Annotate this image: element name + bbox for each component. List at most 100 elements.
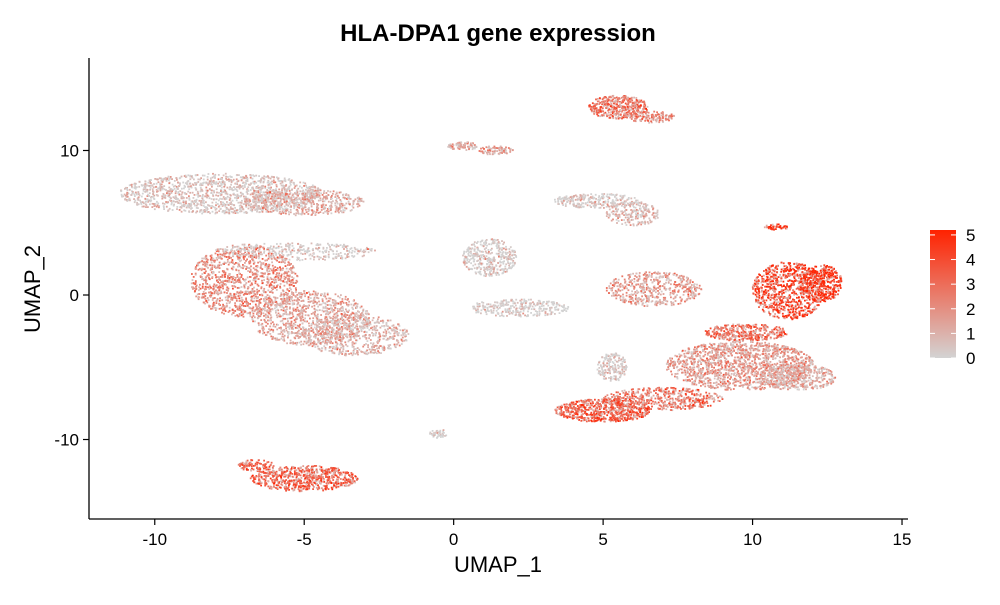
cell-point [152, 190, 155, 193]
cell-point [192, 276, 195, 278]
cell-point [228, 188, 231, 191]
cell-point [318, 258, 320, 261]
cell-point [300, 200, 303, 203]
cell-point [176, 206, 179, 208]
cell-point [345, 193, 348, 195]
cell-point [270, 335, 273, 338]
cell-point [307, 305, 309, 308]
cell-point [268, 285, 271, 288]
cell-point [264, 307, 266, 310]
cell-point [231, 308, 234, 311]
cell-point [318, 300, 320, 303]
cell-point [332, 190, 335, 193]
cell-point [235, 186, 238, 189]
cell-point [297, 258, 299, 260]
cell-point [343, 207, 346, 209]
cell-point [206, 189, 209, 192]
cell-point [264, 265, 267, 268]
cell-point [363, 344, 366, 346]
cell-point [275, 269, 277, 271]
cell-point [308, 199, 311, 202]
cell-point [314, 189, 317, 192]
cell-point [312, 302, 315, 304]
cell-point [238, 254, 240, 257]
cell-point [309, 341, 312, 343]
cell-point [217, 199, 220, 202]
cell-point [195, 295, 198, 298]
cell-point [253, 292, 256, 295]
cell-point [286, 189, 288, 192]
cell-point [300, 308, 303, 311]
cell-point [313, 472, 316, 475]
cell-point [271, 291, 274, 294]
cell-point [304, 206, 307, 209]
cell-point [303, 203, 306, 205]
cell-point [248, 255, 250, 258]
cell-point [297, 314, 300, 317]
cell-point [268, 297, 270, 299]
cell-point [403, 328, 406, 331]
cell-point [311, 468, 314, 471]
cell-point [346, 326, 349, 329]
cell-point [162, 202, 164, 205]
cell-point [330, 349, 332, 352]
cell-point [225, 302, 228, 305]
cell-point [250, 292, 253, 294]
cell-point [323, 336, 326, 339]
cell-point [214, 212, 217, 215]
cell-point [148, 185, 151, 187]
cell-point [266, 193, 268, 196]
cell-point [364, 334, 367, 336]
cell-point [272, 269, 275, 271]
cell-point [356, 350, 359, 352]
cell-point [238, 276, 241, 279]
cell-point [263, 175, 266, 178]
cell-point [326, 486, 328, 489]
cell-point [246, 253, 249, 256]
cell-point [205, 279, 208, 282]
cell-point [176, 200, 179, 203]
cell-point [373, 344, 376, 347]
cell-point [254, 303, 257, 306]
cell-point [271, 195, 273, 198]
cell-point [168, 182, 171, 185]
cell-point [233, 263, 236, 265]
cell-point [282, 267, 284, 270]
cell-point [279, 254, 282, 257]
cell-point [266, 192, 269, 194]
cell-point [242, 315, 245, 318]
cell-point [251, 310, 254, 313]
cell-point [326, 292, 329, 295]
cell-point [133, 193, 136, 196]
cell-point [305, 199, 308, 202]
cell-point [272, 267, 275, 270]
cell-point [296, 296, 299, 299]
cell-point [266, 314, 269, 317]
cell-point [282, 295, 285, 298]
cell-point [373, 328, 376, 331]
cell-point [321, 298, 324, 301]
cell-point [192, 287, 194, 290]
cell-point [255, 265, 258, 268]
cell-point [302, 330, 305, 333]
cell-point [200, 201, 202, 204]
cell-point [293, 183, 296, 186]
cell-point [334, 332, 336, 335]
cell-point [331, 349, 333, 352]
cell-point [261, 325, 264, 328]
cell-point [251, 307, 254, 310]
cell-point [295, 282, 297, 284]
cell-point [171, 209, 174, 211]
cell-point [338, 336, 341, 339]
cell-point [221, 201, 224, 204]
cell-point [367, 323, 370, 325]
cell-point [243, 284, 245, 287]
cell-point [329, 190, 332, 193]
cell-point [337, 245, 340, 247]
cell-point [393, 326, 395, 329]
cell-point [368, 313, 370, 316]
cell-point [250, 251, 253, 253]
cell-point [350, 328, 352, 330]
cell-point [328, 300, 331, 302]
cell-point [345, 322, 348, 325]
